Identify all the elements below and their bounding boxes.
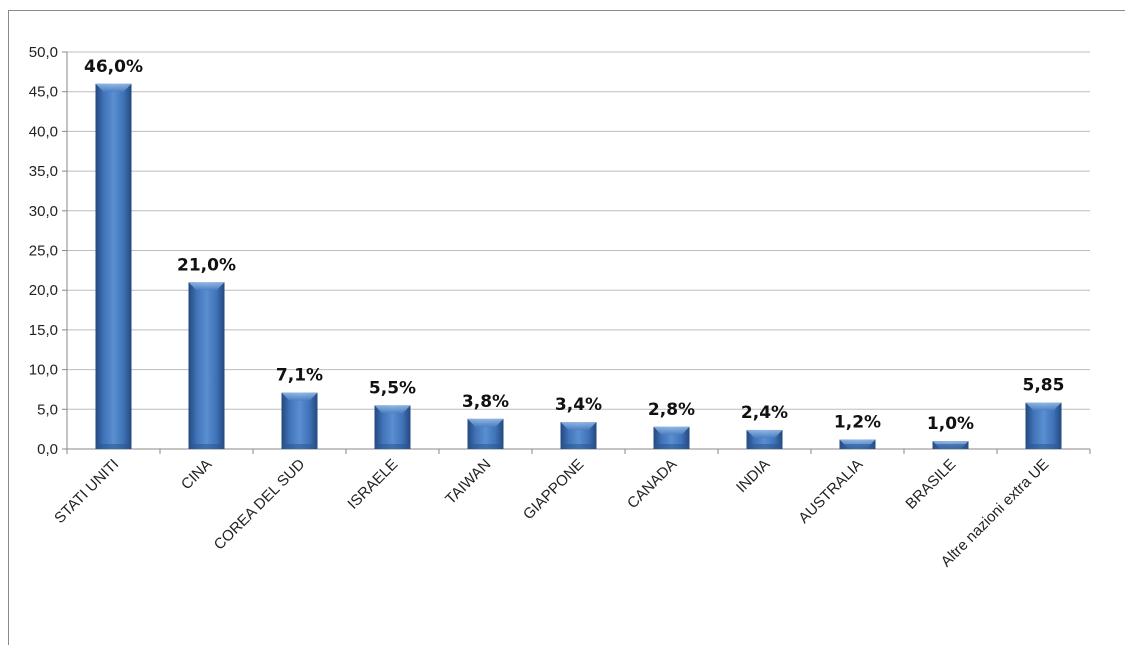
bar-bevel xyxy=(374,405,411,414)
category-label: Altre nazioni extra UE xyxy=(938,456,1053,571)
bar-bevel xyxy=(467,418,504,427)
bar-base xyxy=(374,444,411,449)
y-tick-label: 0,0 xyxy=(37,441,58,458)
y-tick-label: 45,0 xyxy=(29,84,58,101)
category-label: TAIWAN xyxy=(442,456,494,508)
data-label: 1,0% xyxy=(927,414,974,434)
data-label: 5,85 xyxy=(1023,376,1065,396)
category-label: GIAPPONE xyxy=(520,456,587,523)
bar xyxy=(95,83,132,449)
data-label: 3,8% xyxy=(462,392,509,412)
bar-bevel xyxy=(560,422,597,431)
category-label: BRASILE xyxy=(902,456,959,513)
bar-bevel xyxy=(1025,402,1062,411)
bar-base xyxy=(1025,444,1062,449)
y-tick-labels: 0,0 5,0 10,0 15,0 20,0 25,0 30,0 35,0 40,0 45,0 50… xyxy=(29,44,58,458)
category-label: CINA xyxy=(178,456,215,493)
gridlines xyxy=(67,51,1090,410)
category-label: ISRAELE xyxy=(344,456,401,513)
y-tick-label: 30,0 xyxy=(29,203,58,220)
data-label: 7,1% xyxy=(276,366,323,386)
data-label: 21,0% xyxy=(177,255,236,275)
bar-base xyxy=(839,444,876,449)
y-tick-label: 40,0 xyxy=(29,123,58,140)
y-tick-label: 25,0 xyxy=(29,243,58,260)
bar-base xyxy=(95,444,132,449)
category-label: CANADA xyxy=(624,456,680,512)
bar-body xyxy=(188,282,225,449)
bar-base xyxy=(467,444,504,449)
data-label: 2,4% xyxy=(741,403,788,423)
bar-base xyxy=(188,444,225,449)
bar-bevel xyxy=(95,83,132,92)
y-tick-label: 35,0 xyxy=(29,163,58,180)
category-label: AUSTRALIA xyxy=(795,456,866,527)
bar xyxy=(653,426,690,449)
bar-base xyxy=(653,444,690,449)
bar-body xyxy=(95,83,132,449)
bar xyxy=(281,392,318,449)
bar xyxy=(839,439,876,449)
bar-body xyxy=(281,392,318,449)
bar xyxy=(932,441,969,449)
bar xyxy=(746,429,783,449)
data-label: 46,0% xyxy=(84,57,143,77)
category-label: COREA DEL SUD xyxy=(211,456,309,554)
y-tick-label: 20,0 xyxy=(29,282,58,299)
bar-base xyxy=(746,444,783,449)
bar xyxy=(560,422,597,449)
bars xyxy=(95,83,1062,449)
data-label: 1,2% xyxy=(834,412,881,432)
y-tick-label: 10,0 xyxy=(29,362,58,379)
y-tick-label: 15,0 xyxy=(29,322,58,339)
data-labels: 46,0% 21,0% 7,1% 5,5% 3,8% 3,4% 2,8% 2,4% 1,2% 1,… xyxy=(84,57,1064,434)
bar-bevel xyxy=(188,282,225,291)
bar-bevel xyxy=(281,392,318,401)
category-label: STATI UNITI xyxy=(51,456,122,527)
bar xyxy=(188,282,225,449)
bar xyxy=(1025,402,1062,449)
bar-base xyxy=(932,444,969,449)
bar-bevel xyxy=(746,429,783,438)
data-label: 5,5% xyxy=(369,378,416,398)
data-label: 3,4% xyxy=(555,395,602,415)
data-label: 2,8% xyxy=(648,400,695,420)
category-label: INDIA xyxy=(733,456,773,496)
bar-base xyxy=(560,444,597,449)
bar-base xyxy=(281,444,318,449)
y-tick-label: 50,0 xyxy=(29,44,58,61)
bar-bevel xyxy=(653,426,690,435)
y-tick-label: 5,0 xyxy=(37,401,58,418)
bar xyxy=(467,418,504,449)
bar xyxy=(374,405,411,449)
